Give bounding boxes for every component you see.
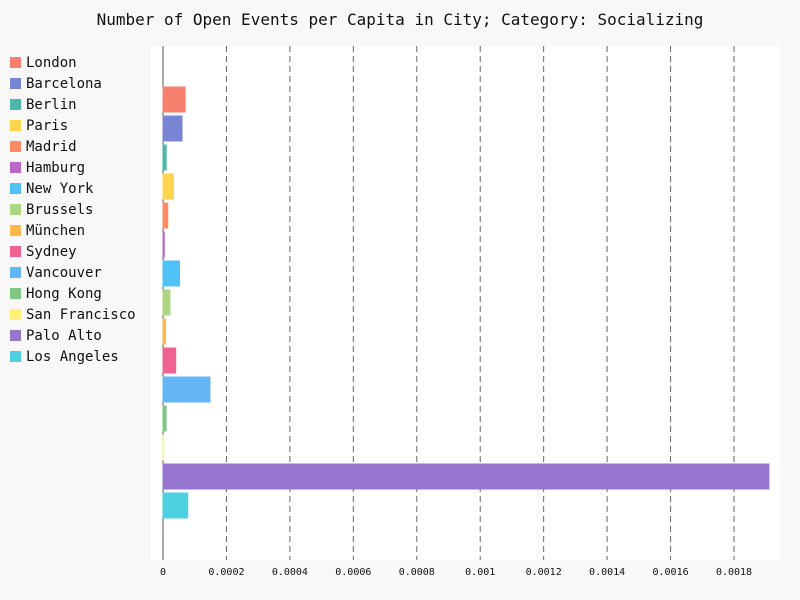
legend-swatch: [10, 183, 21, 194]
legend-label: Paris: [26, 117, 69, 134]
legend-swatch: [10, 99, 21, 110]
x-tick-label: 0.0002: [208, 567, 244, 578]
bar-sydney: [162, 347, 177, 374]
bar-hamburg: [162, 231, 165, 258]
bar-berlin: [162, 144, 167, 171]
legend-label: San Francisco: [26, 306, 136, 323]
legend-item[interactable]: New York: [10, 178, 150, 199]
legend-label: Vancouver: [26, 264, 102, 281]
legend-item[interactable]: Madrid: [10, 136, 150, 157]
legend-swatch: [10, 141, 21, 152]
legend-swatch: [10, 57, 21, 68]
legend-swatch: [10, 120, 21, 131]
bar-madrid: [162, 202, 169, 229]
x-tick-label: 0.001: [465, 567, 495, 578]
legend-label: Barcelona: [26, 75, 102, 92]
legend-item[interactable]: Hong Kong: [10, 283, 150, 304]
legend: London Barcelona Berlin Paris Madrid Hamburg N…: [10, 52, 150, 367]
legend-swatch: [10, 288, 21, 299]
legend-item[interactable]: Paris: [10, 115, 150, 136]
legend-item[interactable]: Vancouver: [10, 262, 150, 283]
legend-swatch: [10, 204, 21, 215]
bar-brussels: [162, 289, 171, 316]
x-tick-label: 0.0008: [399, 567, 435, 578]
bar-new-york: [162, 260, 180, 287]
legend-label: Berlin: [26, 96, 77, 113]
bar-paris: [162, 173, 174, 200]
legend-item[interactable]: Sydney: [10, 241, 150, 262]
bar-vancouver: [162, 376, 211, 403]
legend-item[interactable]: Los Angeles: [10, 346, 150, 367]
legend-label: Brussels: [26, 201, 94, 218]
legend-label: New York: [26, 180, 94, 197]
legend-swatch: [10, 225, 21, 236]
legend-swatch: [10, 351, 21, 362]
legend-swatch: [10, 162, 21, 173]
x-tick-label: 0.0014: [589, 567, 625, 578]
bar-barcelona: [162, 115, 183, 142]
x-tick-label: 0: [160, 567, 166, 578]
x-tick-label: 0.0006: [335, 567, 371, 578]
legend-label: Hong Kong: [26, 285, 102, 302]
legend-swatch: [10, 267, 21, 278]
legend-label: London: [26, 54, 77, 71]
legend-swatch: [10, 78, 21, 89]
bar-palo-alto: [162, 463, 770, 490]
legend-item[interactable]: Barcelona: [10, 73, 150, 94]
legend-item[interactable]: Palo Alto: [10, 325, 150, 346]
bar-los-angeles: [162, 492, 189, 519]
legend-swatch: [10, 246, 21, 257]
legend-label: München: [26, 222, 86, 239]
legend-item[interactable]: Berlin: [10, 94, 150, 115]
legend-item[interactable]: München: [10, 220, 150, 241]
legend-item[interactable]: Hamburg: [10, 157, 150, 178]
bar-london: [162, 86, 186, 113]
legend-label: Palo Alto: [26, 327, 102, 344]
x-tick-label: 0.0018: [716, 567, 752, 578]
legend-label: Los Angeles: [26, 348, 119, 365]
x-tick-label: 0.0004: [272, 567, 308, 578]
legend-label: Sydney: [26, 243, 77, 260]
legend-swatch: [10, 330, 21, 341]
legend-item[interactable]: San Francisco: [10, 304, 150, 325]
x-tick-label: 0.0016: [652, 567, 688, 578]
legend-item[interactable]: Brussels: [10, 199, 150, 220]
bar-münchen: [162, 318, 167, 345]
legend-label: Hamburg: [26, 159, 86, 176]
x-tick-label: 0.0012: [526, 567, 562, 578]
legend-swatch: [10, 309, 21, 320]
bar-hong-kong: [162, 405, 167, 432]
chart-title: Number of Open Events per Capita in City…: [96, 10, 704, 29]
legend-label: Madrid: [26, 138, 77, 155]
bar-san-francisco: [162, 434, 165, 461]
legend-item[interactable]: London: [10, 52, 150, 73]
